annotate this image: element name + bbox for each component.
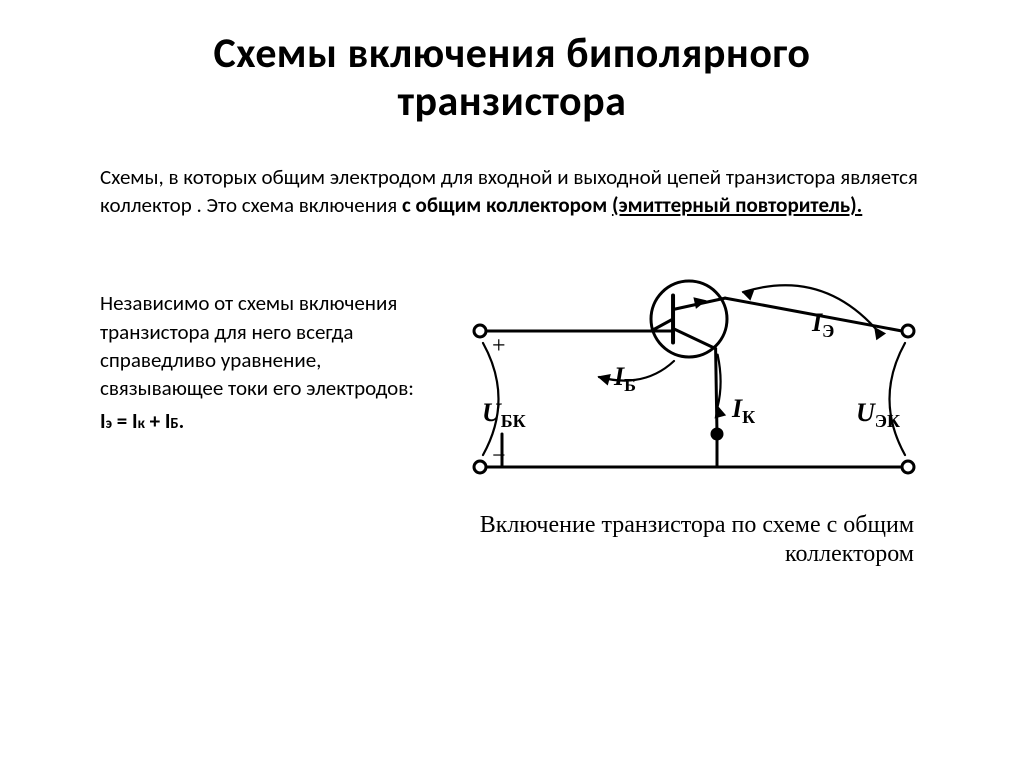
lead-bold-1: с общим коллектором [402, 192, 612, 218]
equation-text: Iэ = Iк + IБ. [100, 407, 444, 435]
side-text-body: Независимо от схемы включения транзистор… [100, 289, 444, 402]
page-title: Схемы включения биполярного транзистора [70, 30, 954, 127]
svg-text:−: − [492, 443, 506, 469]
circuit-diagram: + − UБК UЭК IБ IК IЭ Включение тран­зистора по… [464, 269, 924, 569]
svg-text:+: + [492, 333, 506, 359]
lead-paragraph: Схемы, в которых общим электродом для вх… [70, 163, 954, 220]
lead-bold-2: (эмиттерный повторитель). [612, 192, 862, 218]
title-line-2: транзистора [398, 76, 627, 127]
svg-text:UЭК: UЭК [856, 398, 900, 431]
svg-text:IК: IК [731, 394, 755, 427]
diagram-caption: Включение тран­зистора по схеме с общим … [474, 511, 924, 569]
side-paragraph: Независимо от схемы включения транзистор… [100, 289, 444, 435]
svg-text:IЭ: IЭ [811, 308, 834, 341]
svg-text:UБК: UБК [482, 398, 526, 431]
title-line-1: Схемы включения биполярного [213, 28, 810, 79]
svg-text:IБ: IБ [613, 362, 636, 395]
